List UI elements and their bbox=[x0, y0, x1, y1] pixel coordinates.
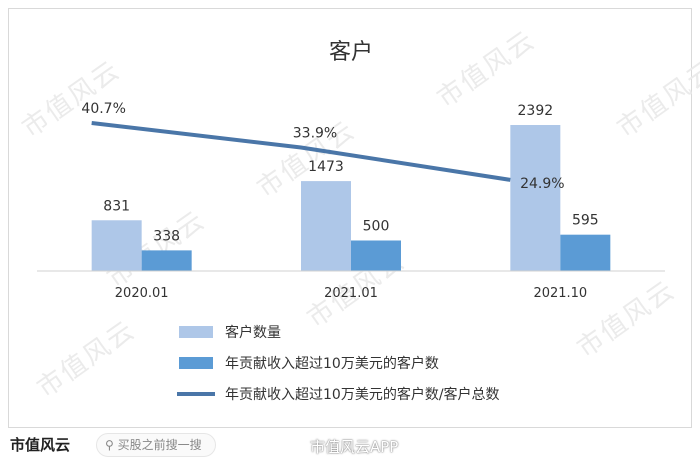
brand-logo: 市值风云 bbox=[10, 436, 71, 454]
line-value-label: 33.9% bbox=[293, 125, 337, 141]
bar-value-label: 2392 bbox=[518, 103, 554, 119]
search-icon: ⚲ bbox=[105, 438, 114, 452]
bar-customers bbox=[510, 125, 561, 271]
search-text: 买股之前搜一搜 bbox=[117, 438, 202, 452]
chart-title: 客户 bbox=[329, 40, 373, 65]
bar-value-label: 338 bbox=[153, 228, 180, 244]
legend-label: 年贡献收入超过10万美元的客户数/客户总数 bbox=[225, 386, 500, 403]
bar-value-label: 595 bbox=[572, 213, 599, 229]
bar-customers-over-100k bbox=[351, 240, 401, 271]
line-value-label: 40.7% bbox=[81, 101, 125, 117]
search-pill[interactable]: ⚲ 买股之前搜一搜 bbox=[96, 433, 216, 457]
footer: 市值风云 ⚲ 买股之前搜一搜 市值风云APP bbox=[0, 428, 700, 467]
chart-svg: 客户 831 338 2020.01 1473 500 2021.01 2392 595 2021… bbox=[37, 40, 665, 403]
legend-label: 客户数量 bbox=[225, 324, 281, 341]
line-value-label: 24.9% bbox=[520, 176, 564, 192]
ratio-line bbox=[91, 121, 511, 182]
credit-text: 市值风云APP bbox=[310, 438, 399, 456]
bar-customers-over-100k bbox=[560, 234, 611, 271]
legend-label: 年贡献收入超过10万美元的客户数 bbox=[225, 355, 439, 372]
bar-customers bbox=[301, 181, 351, 271]
legend-swatch bbox=[179, 326, 213, 338]
x-tick-label: 2021.10 bbox=[533, 286, 587, 301]
bar-value-label: 1473 bbox=[308, 159, 344, 175]
x-tick-label: 2021.01 bbox=[324, 286, 378, 301]
x-tick-label: 2020.01 bbox=[115, 286, 169, 301]
bar-value-label: 831 bbox=[103, 198, 130, 214]
chart-frame: 市值风云 市值风云 市值风云 市值风云 市值风云 市值风云 市值风云 市值风云 … bbox=[8, 8, 700, 428]
bar-value-label: 500 bbox=[363, 218, 390, 234]
bar-customers bbox=[91, 220, 142, 271]
bar-customers-over-100k bbox=[141, 250, 192, 271]
legend-swatch bbox=[179, 357, 213, 369]
